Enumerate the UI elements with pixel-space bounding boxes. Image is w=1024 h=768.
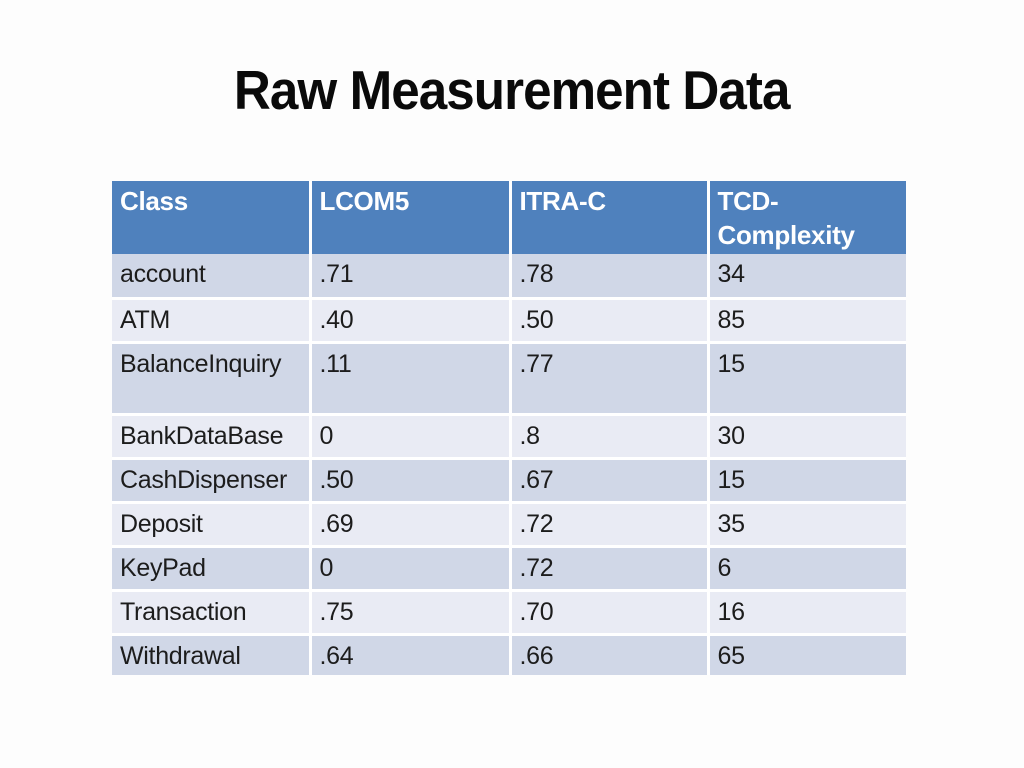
cell-itra-c: .72 [510, 502, 710, 546]
column-header-tcd-complexity: TCD-Complexity [708, 181, 906, 254]
cell-class: CashDispenser [112, 458, 312, 502]
table-row-account: account .71 .78 34 [112, 254, 906, 298]
cell-tcd: 30 [708, 414, 906, 458]
cell-class: KeyPad [112, 546, 312, 590]
column-header-lcom5: LCOM5 [310, 181, 512, 254]
table-row-atm: ATM .40 .50 85 [112, 298, 906, 342]
table-row-deposit: Deposit .69 .72 35 [112, 502, 906, 546]
column-header-itra-c: ITRA-C [510, 181, 710, 254]
cell-itra-c: .67 [510, 458, 710, 502]
cell-class: Transaction [112, 590, 312, 634]
cell-lcom5: 0 [310, 414, 512, 458]
cell-lcom5: .69 [310, 502, 512, 546]
cell-class: Deposit [112, 502, 312, 546]
table-row-bankdatabase: BankDataBase 0 .8 30 [112, 414, 906, 458]
cell-itra-c: .77 [510, 342, 710, 414]
cell-lcom5: .11 [310, 342, 512, 414]
cell-class: BankDataBase [112, 414, 312, 458]
page-title-text: Raw Measurement Data [234, 59, 791, 121]
cell-tcd: 35 [708, 502, 906, 546]
table-row-keypad: KeyPad 0 .72 6 [112, 546, 906, 590]
cell-tcd: 15 [708, 342, 906, 414]
cell-class: BalanceInquiry [112, 342, 312, 414]
cell-itra-c: .50 [510, 298, 710, 342]
cell-tcd: 34 [708, 254, 906, 298]
measurement-table: Class LCOM5 ITRA-C TCD-Complexity accoun… [112, 181, 906, 675]
cell-class: ATM [112, 298, 312, 342]
page-title: Raw Measurement Data [0, 58, 1024, 122]
table-row-balanceinquiry: BalanceInquiry .11 .77 15 [112, 342, 906, 414]
cell-itra-c: .8 [510, 414, 710, 458]
table-header-row: Class LCOM5 ITRA-C TCD-Complexity [112, 181, 906, 254]
cell-tcd: 85 [708, 298, 906, 342]
cell-itra-c: .66 [510, 634, 710, 675]
table-row-withdrawal: Withdrawal .64 .66 65 [112, 634, 906, 675]
cell-lcom5: 0 [310, 546, 512, 590]
cell-tcd: 16 [708, 590, 906, 634]
cell-lcom5: .71 [310, 254, 512, 298]
cell-itra-c: .78 [510, 254, 710, 298]
cell-lcom5: .50 [310, 458, 512, 502]
cell-lcom5: .64 [310, 634, 512, 675]
cell-tcd: 15 [708, 458, 906, 502]
cell-tcd: 6 [708, 546, 906, 590]
cell-lcom5: .40 [310, 298, 512, 342]
cell-class: Withdrawal [112, 634, 312, 675]
cell-itra-c: .72 [510, 546, 710, 590]
table-row-cashdispenser: CashDispenser .50 .67 15 [112, 458, 906, 502]
cell-tcd: 65 [708, 634, 906, 675]
cell-lcom5: .75 [310, 590, 512, 634]
cell-class: account [112, 254, 312, 298]
cell-itra-c: .70 [510, 590, 710, 634]
column-header-class: Class [112, 181, 312, 254]
table-row-transaction: Transaction .75 .70 16 [112, 590, 906, 634]
